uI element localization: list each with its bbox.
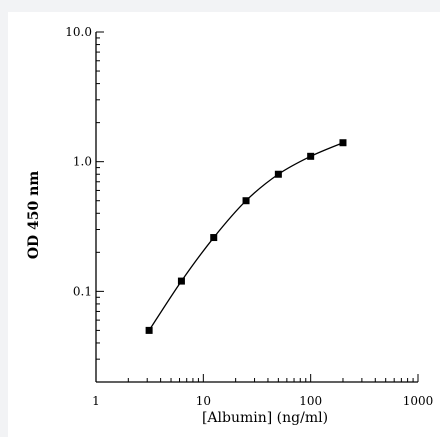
x-axis-title: [Albumin] (ng/ml) (202, 410, 328, 426)
albumin-standard-curve-chart: 1 10 100 1000 0.1 1.0 10.0 [Albumin] (ng/ml) … (8, 12, 440, 437)
data-point-marker (145, 326, 153, 334)
x-tick-label: 10 (196, 394, 211, 408)
data-point-marker (242, 197, 250, 205)
y-tick-label: 10.0 (65, 25, 92, 39)
y-axis-title: OD 450 nm (26, 171, 42, 259)
plot-series (145, 139, 347, 334)
y-tick-label: 1.0 (73, 155, 92, 169)
data-point-marker (274, 170, 282, 178)
chart-axes (95, 32, 418, 383)
data-point-marker (210, 234, 218, 242)
y-tick-label: 0.1 (73, 284, 92, 298)
x-tick-label: 1 (92, 394, 100, 408)
data-point-marker (307, 152, 315, 160)
y-axis-ticks: 0.1 1.0 10.0 (65, 25, 104, 383)
chart-svg: 1 10 100 1000 0.11.010.0 [Albumin] (ng/ml) … (26, 25, 433, 426)
x-axis-ticks: 1 10 100 1000 (92, 374, 433, 408)
x-tick-label: 1000 (403, 394, 434, 408)
series-line (148, 142, 344, 331)
data-point-marker (339, 139, 347, 147)
data-point-marker (177, 277, 185, 285)
x-tick-label: 100 (299, 394, 322, 408)
